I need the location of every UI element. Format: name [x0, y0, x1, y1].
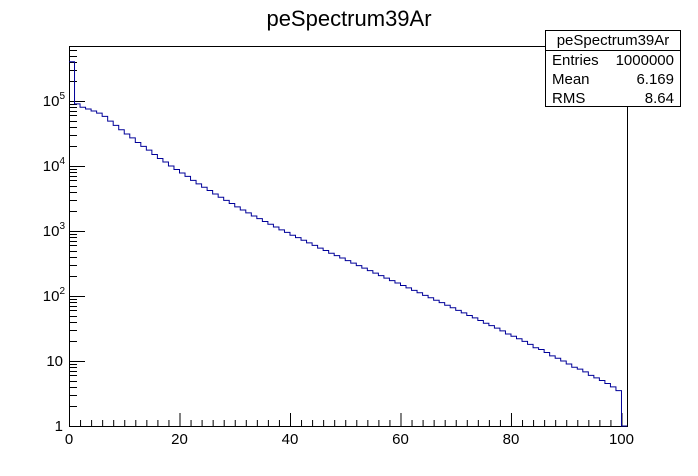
stats-row-rms: RMS 8.64	[546, 89, 680, 108]
chart-title: peSpectrum39Ar	[266, 6, 431, 31]
x-tick-label: 100	[609, 431, 634, 448]
stats-row-entries: Entries 1000000	[546, 51, 680, 70]
y-tick-label: 102	[43, 286, 66, 305]
stats-box: peSpectrum39Ar Entries 1000000 Mean 6.16…	[545, 30, 681, 107]
stats-title: peSpectrum39Ar	[546, 31, 680, 51]
y-tick-label: 10	[46, 353, 63, 370]
x-tick-label: 40	[282, 431, 299, 448]
stats-value: 6.169	[636, 71, 674, 88]
y-tick-label: 1	[55, 418, 63, 435]
histogram-series-line	[69, 61, 627, 427]
plot-frame	[69, 46, 628, 427]
stats-row-mean: Mean 6.169	[546, 70, 680, 89]
x-tick-label: 20	[171, 431, 188, 448]
stats-value: 8.64	[644, 90, 674, 107]
x-tick-label: 0	[65, 431, 73, 448]
x-tick-label: 60	[392, 431, 409, 448]
stats-value: 1000000	[615, 52, 674, 69]
stats-label: Entries	[552, 52, 599, 69]
stats-label: RMS	[552, 90, 586, 107]
y-tick-label: 103	[43, 221, 66, 240]
stats-label: Mean	[552, 71, 590, 88]
y-tick-label: 105	[43, 91, 66, 110]
y-tick-label: 104	[43, 156, 66, 175]
x-tick-label: 80	[503, 431, 520, 448]
